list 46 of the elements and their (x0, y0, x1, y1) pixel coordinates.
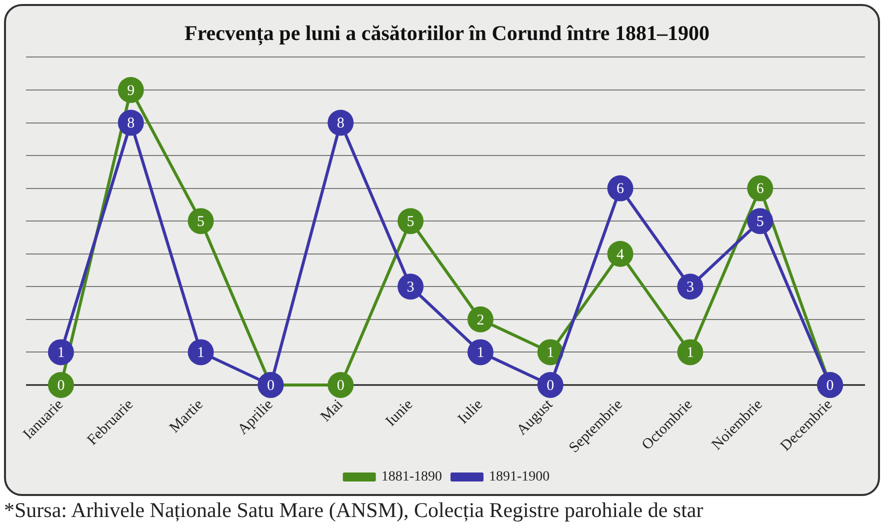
point (677, 274, 704, 300)
point (328, 372, 354, 398)
point (398, 208, 424, 234)
point (677, 339, 704, 366)
point (398, 274, 424, 300)
point (467, 339, 494, 366)
data-label: 1 (546, 345, 554, 362)
data-label: 6 (616, 181, 625, 198)
data-label: 1 (476, 345, 484, 362)
data-label: 0 (336, 378, 344, 394)
data-label: 0 (826, 378, 834, 394)
data-label: 0 (266, 378, 274, 394)
data-label: 8 (336, 116, 344, 132)
point (48, 339, 74, 366)
data-label: 9 (127, 82, 135, 99)
data-label: 5 (406, 214, 414, 230)
data-label: 2 (476, 312, 484, 328)
legend-label: 1881-1890 (381, 470, 442, 485)
data-label: 1 (57, 345, 65, 362)
data-label: 3 (686, 280, 694, 296)
text: *Sursa: Arhivele Naționale Satu Mare (ANSM), Colecția Registre parohiale de star (4, 498, 704, 523)
x-tick-label: Mai (318, 396, 346, 426)
point (747, 175, 774, 202)
data-label: 5 (756, 214, 764, 230)
legend-label: 1891-1900 (489, 470, 550, 485)
data-label: 4 (616, 246, 625, 263)
point (747, 208, 774, 234)
data-label: 5 (197, 214, 205, 230)
data-label: 6 (756, 181, 764, 198)
point (328, 110, 354, 136)
x-tick-label: Iulie (455, 396, 486, 428)
point (188, 208, 214, 234)
point (188, 339, 214, 366)
data-label: 3 (406, 280, 414, 296)
data-label: 0 (546, 378, 554, 394)
data-label: 0 (57, 378, 65, 394)
point (467, 306, 494, 332)
point (537, 372, 564, 398)
data-label: 1 (197, 345, 205, 362)
point (607, 175, 634, 202)
point (118, 76, 144, 103)
chart-title: Frecvența pe luni a căsătoriilor în Corund între 1881–1900 (184, 21, 710, 46)
data-label: 8 (127, 116, 135, 132)
point (118, 110, 144, 136)
data-label: 1 (686, 345, 694, 362)
x-tick-label: Iunie (383, 396, 416, 430)
